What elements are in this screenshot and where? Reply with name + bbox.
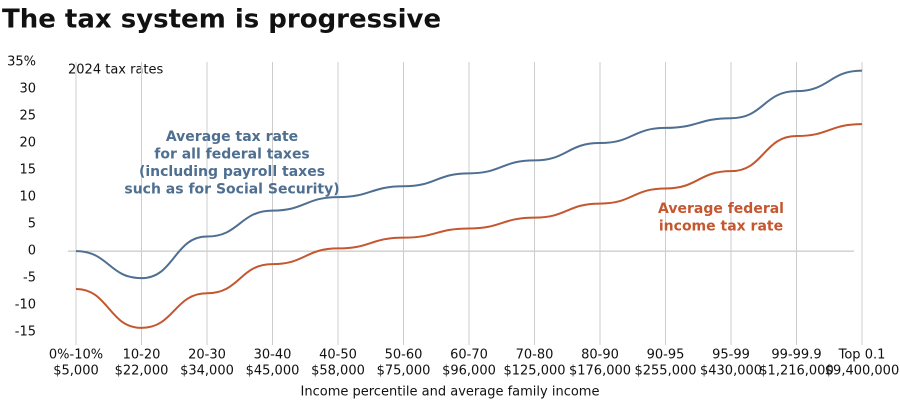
x-tick-label: 40-50 [319,348,357,363]
x-tick-label: $430,000 [700,364,762,379]
x-tick-label: $125,000 [503,364,565,379]
x-tick-label: 20-30 [188,348,226,363]
y-tick-label: -5 [23,271,36,286]
legend-label: (including payroll taxes [139,164,325,180]
chart-title: The tax system is progressive [2,5,441,35]
series-line [75,123,863,329]
legend-label: for all federal taxes [154,147,310,163]
x-tick-label: 30-40 [254,348,292,363]
x-tick-label: $58,000 [311,364,365,379]
x-tick-label: 50-60 [385,348,423,363]
y-tick-label: 10 [19,190,36,205]
x-tick-label: $22,000 [115,364,169,379]
x-tick-label: $255,000 [634,364,696,379]
series-line [75,69,863,280]
y-tick-label: 30 [19,82,36,97]
legend-label: Average tax rate [166,129,298,145]
chart-subtitle: 2024 tax rates [68,63,164,78]
y-tick-label: 5 [28,217,36,232]
y-tick-label: -15 [15,325,36,340]
y-tick-label: 15 [19,163,36,178]
x-tick-label: 60-70 [450,348,488,363]
legend-label: income tax rate [659,219,783,235]
x-tick-label: 10-20 [123,348,161,363]
x-tick-label: 0%-10% [49,348,103,363]
x-axis-title: Income percentile and average family inc… [301,385,600,400]
x-tick-label: 80-90 [581,348,619,363]
x-tick-label: $75,000 [377,364,431,379]
y-tick-label: 35% [7,55,36,70]
x-tick-label: $96,000 [442,364,496,379]
x-tick-label: 95-99 [712,348,750,363]
legend-label: Average federal [658,201,784,217]
legend-label: such as for Social Security) [124,182,339,198]
x-tick-label: $5,000 [53,364,99,379]
x-tick-label: Top 0.1 [838,348,886,363]
x-tick-label: $1,216,000 [759,364,833,379]
x-tick-label: $9,400,000 [825,364,899,379]
x-tick-label: $176,000 [569,364,631,379]
x-tick-label: 90-95 [647,348,685,363]
y-tick-label: 0 [28,244,36,259]
x-tick-label: $45,000 [246,364,300,379]
x-tick-label: 99-99.9 [771,348,821,363]
x-tick-label: 70-80 [516,348,554,363]
x-tick-label: $34,000 [180,364,234,379]
y-tick-label: -10 [15,298,36,313]
y-tick-label: 20 [19,136,36,151]
y-tick-label: 25 [19,109,36,124]
